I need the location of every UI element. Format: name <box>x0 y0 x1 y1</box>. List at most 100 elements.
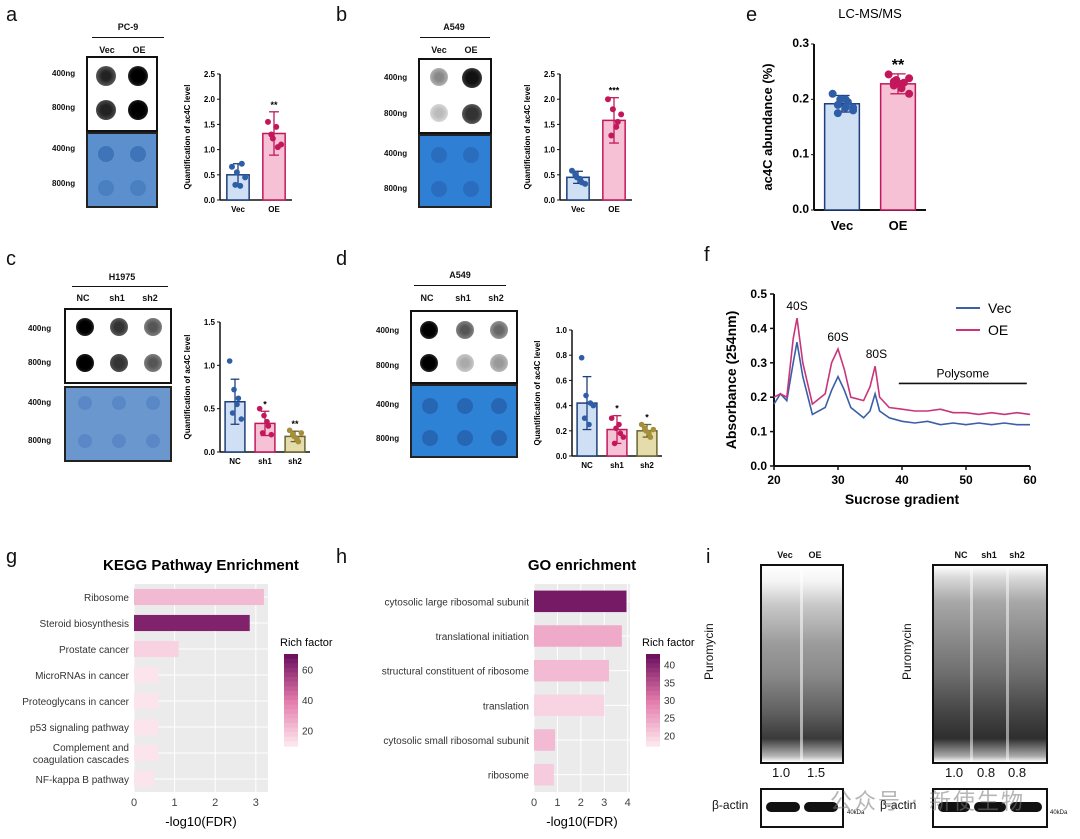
y-tick-label: 0.1 <box>792 147 809 161</box>
actin-band <box>766 802 800 812</box>
line-chart-f: 0.0 0.1 0.2 0.3 0.4 0.5 20 30 40 50 60 Vec OE 40S 60S 8… <box>723 287 1037 507</box>
blot-dot <box>490 354 508 372</box>
bar <box>134 744 159 762</box>
actin-band <box>804 802 838 812</box>
amount-label-b-800-stain: 800ng <box>384 184 408 193</box>
cell-line-label-d: A549 <box>449 270 471 280</box>
x-tick-label: Vec <box>831 218 853 233</box>
y-tick-label: Proteoglycans in cancer <box>22 697 129 708</box>
actin-label-left: β-actin <box>712 798 749 812</box>
data-point <box>609 106 616 113</box>
data-point <box>616 421 622 428</box>
y-tick-label: 0.2 <box>556 427 568 436</box>
blot-dot <box>462 104 482 124</box>
chart-title: GO enrichment <box>528 557 636 574</box>
data-point <box>286 427 293 434</box>
blot-dot <box>144 354 162 372</box>
data-point <box>265 423 272 429</box>
series-line-vec <box>773 342 1030 426</box>
actin-blot-right <box>932 788 1048 828</box>
y-tick-label: NF-kappa B pathway <box>36 775 129 786</box>
colorbar-segment <box>646 695 660 701</box>
colorbar-segment <box>284 732 298 738</box>
data-point <box>614 118 621 125</box>
y-tick-label: Ribosome <box>84 593 129 604</box>
bar <box>134 640 179 658</box>
data-point <box>261 412 267 419</box>
data-point <box>611 440 618 447</box>
data-point <box>268 431 275 438</box>
data-point <box>613 425 619 432</box>
data-point <box>582 180 589 187</box>
group-label-i-oe: OE <box>808 550 822 560</box>
group-label-b-oe: OE <box>464 45 478 55</box>
data-point <box>229 410 236 416</box>
colorbar-segment <box>646 723 660 729</box>
data-point <box>231 386 237 393</box>
data-point <box>620 434 627 440</box>
data-point <box>259 430 266 436</box>
data-point <box>833 100 842 109</box>
y-tick-label: 0.5 <box>204 405 216 414</box>
peak-label: 40S <box>786 299 807 313</box>
colorbar-segment <box>646 741 660 747</box>
x-tick-label: NC <box>581 461 593 470</box>
data-point <box>234 401 240 408</box>
group-label-d-sh1: sh1 <box>455 293 471 303</box>
bar <box>534 625 622 647</box>
group-label-a-oe: OE <box>132 45 146 55</box>
amount-label-a-800: 800ng <box>52 103 76 112</box>
bar <box>823 103 861 211</box>
bar <box>534 763 554 786</box>
y-tick-label: 2.0 <box>544 95 556 104</box>
y-tick-label: 2.5 <box>204 70 216 79</box>
x-axis-label: -log10(FDR) <box>546 814 618 829</box>
data-point <box>235 395 242 402</box>
cell-line-underline-b <box>420 37 490 38</box>
colorbar-segment <box>284 681 298 687</box>
stain-dot <box>431 181 447 197</box>
data-point <box>238 160 245 167</box>
y-axis-label: Quantification of ac4C level <box>523 85 532 190</box>
data-point <box>577 175 584 182</box>
data-point <box>289 431 296 438</box>
colorbar-segment <box>646 677 660 683</box>
y-tick-label: 2.0 <box>204 95 216 104</box>
ratio-right-2: 0.8 <box>1008 765 1027 780</box>
legend-title: Rich factor <box>280 637 333 649</box>
group-label-c-sh1: sh1 <box>109 293 125 303</box>
blot-dot <box>110 354 128 372</box>
blot-dot <box>420 354 438 372</box>
colorbar-tick-label: 20 <box>302 727 314 738</box>
blot-dot <box>456 354 474 372</box>
blot-dot <box>128 66 148 86</box>
x-tick-label: NC <box>229 457 241 466</box>
x-tick-label: 3 <box>253 797 259 809</box>
amount-label-b-400-stain: 400ng <box>384 149 408 158</box>
bar <box>134 718 159 736</box>
data-point <box>278 141 285 148</box>
bar <box>134 614 250 632</box>
x-tick-label: 30 <box>831 473 845 487</box>
y-tick-label: p53 signaling pathway <box>30 723 129 734</box>
blot-dot <box>96 100 116 120</box>
blot-dot <box>430 68 448 86</box>
stain-dot <box>146 434 160 448</box>
panel-label-f: f <box>704 244 710 266</box>
x-tick-label: 0 <box>531 797 537 809</box>
legend-label: OE <box>988 322 1008 338</box>
significance-label: *** <box>609 86 620 96</box>
x-tick-label: 0 <box>131 797 137 809</box>
cell-line-underline-a <box>92 37 164 38</box>
blot-dot <box>420 321 438 339</box>
colorbar-segment <box>284 741 298 747</box>
y-tick-label: Complement and <box>53 743 129 754</box>
x-tick-label: 60 <box>1023 473 1037 487</box>
data-point <box>889 77 898 86</box>
group-label-c-sh2: sh2 <box>142 293 158 303</box>
stain-dot <box>463 181 479 197</box>
data-point <box>613 123 620 130</box>
colorbar-segment <box>646 736 660 742</box>
colorbar-segment <box>646 667 660 673</box>
y-tick-label: cytosolic small ribosomal subunit <box>383 736 529 747</box>
